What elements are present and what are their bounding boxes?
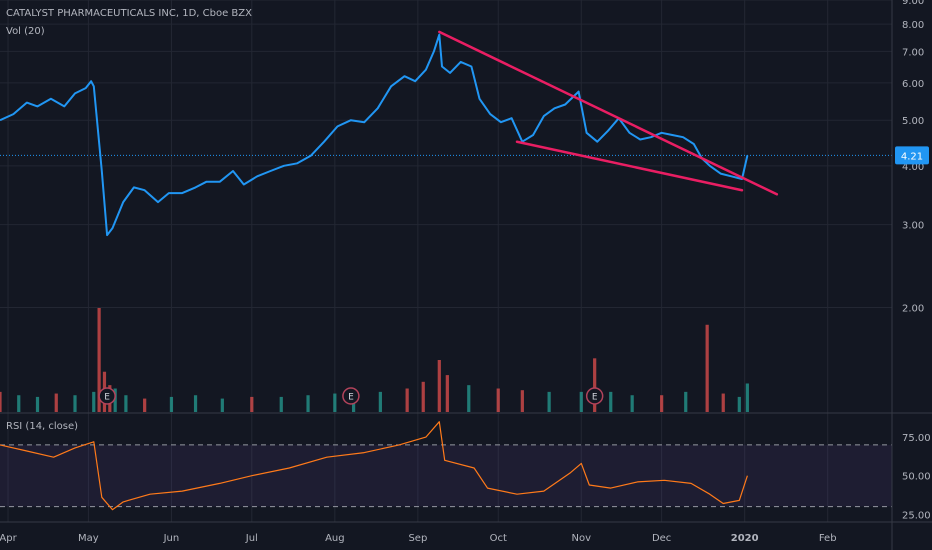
last-price-badge: 4.21 <box>895 146 929 165</box>
y-tick-label: 8.00 <box>902 20 924 31</box>
rsi-legend[interactable]: RSI (14, close) <box>6 421 79 432</box>
volume-bar <box>169 396 174 412</box>
volume-bar <box>333 393 337 412</box>
volume-bar <box>17 395 21 412</box>
x-tick-label: Aug <box>325 533 345 544</box>
rsi-tick-label: 25.00 <box>902 510 931 521</box>
rsi-line <box>0 421 748 511</box>
earnings-marker[interactable] <box>98 387 116 405</box>
x-tick-label: Dec <box>652 533 671 544</box>
x-tick-label: Nov <box>572 533 592 544</box>
trendline-upper[interactable] <box>438 30 779 196</box>
volume-legend[interactable]: Vol (20) <box>6 26 45 37</box>
volume-bar <box>54 393 58 412</box>
trendlines[interactable] <box>438 30 779 196</box>
volume-bar <box>579 391 583 412</box>
volume-bar <box>73 395 77 412</box>
earnings-marker-label: E <box>592 393 598 403</box>
volume-bar <box>421 381 425 412</box>
volume-bar <box>609 391 613 412</box>
y-tick-label: 7.00 <box>902 47 924 58</box>
volume-bar <box>737 396 741 412</box>
x-tick-label: Feb <box>819 533 837 544</box>
earnings-marker[interactable] <box>585 387 604 405</box>
rsi-tick-label: 50.00 <box>902 472 931 483</box>
volume-bar <box>35 396 40 412</box>
x-tick-label: Sep <box>408 533 427 544</box>
volume-bar <box>97 308 101 412</box>
volume-bar <box>547 391 551 412</box>
y-tick-label: 3.00 <box>902 221 924 232</box>
volume-bar <box>378 391 382 412</box>
volume-bar <box>721 393 725 412</box>
price-series <box>0 33 892 237</box>
volume-bar <box>405 388 409 412</box>
earnings-marker-label: E <box>104 393 110 403</box>
price-line <box>0 33 749 237</box>
x-tick-label: 2020 <box>731 533 759 544</box>
symbol-title[interactable]: CATALYST PHARMACEUTICALS INC, 1D, Cboe B… <box>6 8 252 19</box>
volume-bar <box>445 375 449 412</box>
x-tick-label: Oct <box>490 533 507 544</box>
trendline-lower[interactable] <box>515 140 744 192</box>
x-tick-label: Jul <box>245 533 258 544</box>
volume-bar <box>92 391 96 412</box>
volume-bar <box>124 395 128 412</box>
y-tick-label: 9.00 <box>902 0 924 7</box>
rsi-band <box>0 444 892 508</box>
rsi-band-fill <box>0 444 892 507</box>
volume-bar <box>0 391 2 412</box>
volume-bar <box>745 383 749 412</box>
x-tick-label: Apr <box>0 533 18 544</box>
y-tick-label: 6.00 <box>902 79 924 90</box>
earnings-marker-label: E <box>348 393 354 403</box>
volume-bar <box>630 395 634 412</box>
x-tick-label: May <box>78 533 99 544</box>
volume-bar <box>684 391 688 412</box>
volume-bar <box>250 396 254 412</box>
volume-bar <box>593 358 597 412</box>
volume-bar <box>437 360 441 412</box>
volume-bar <box>306 395 310 412</box>
volume-bar <box>467 385 471 412</box>
volume-bar <box>705 324 709 412</box>
volume-bar <box>520 390 524 412</box>
volume-bar <box>220 398 224 412</box>
y-tick-label: 2.00 <box>902 304 924 315</box>
volume-bar <box>113 388 117 412</box>
volume-bar <box>193 395 198 412</box>
rsi-tick-label: 75.00 <box>902 433 931 444</box>
last-price-badge-label: 4.21 <box>901 151 923 162</box>
grid <box>0 0 892 522</box>
rsi-series <box>0 421 748 511</box>
volume-bar <box>660 395 664 412</box>
volume-bar <box>279 396 283 412</box>
volume-bar <box>143 398 147 412</box>
y-tick-label: 5.00 <box>902 116 924 127</box>
earnings-marker[interactable] <box>342 387 360 405</box>
volume-bar <box>496 388 500 412</box>
last-price-badge-box <box>895 146 929 165</box>
y-tick-label: 4.00 <box>902 162 924 173</box>
x-tick-label: Jun <box>163 533 180 544</box>
